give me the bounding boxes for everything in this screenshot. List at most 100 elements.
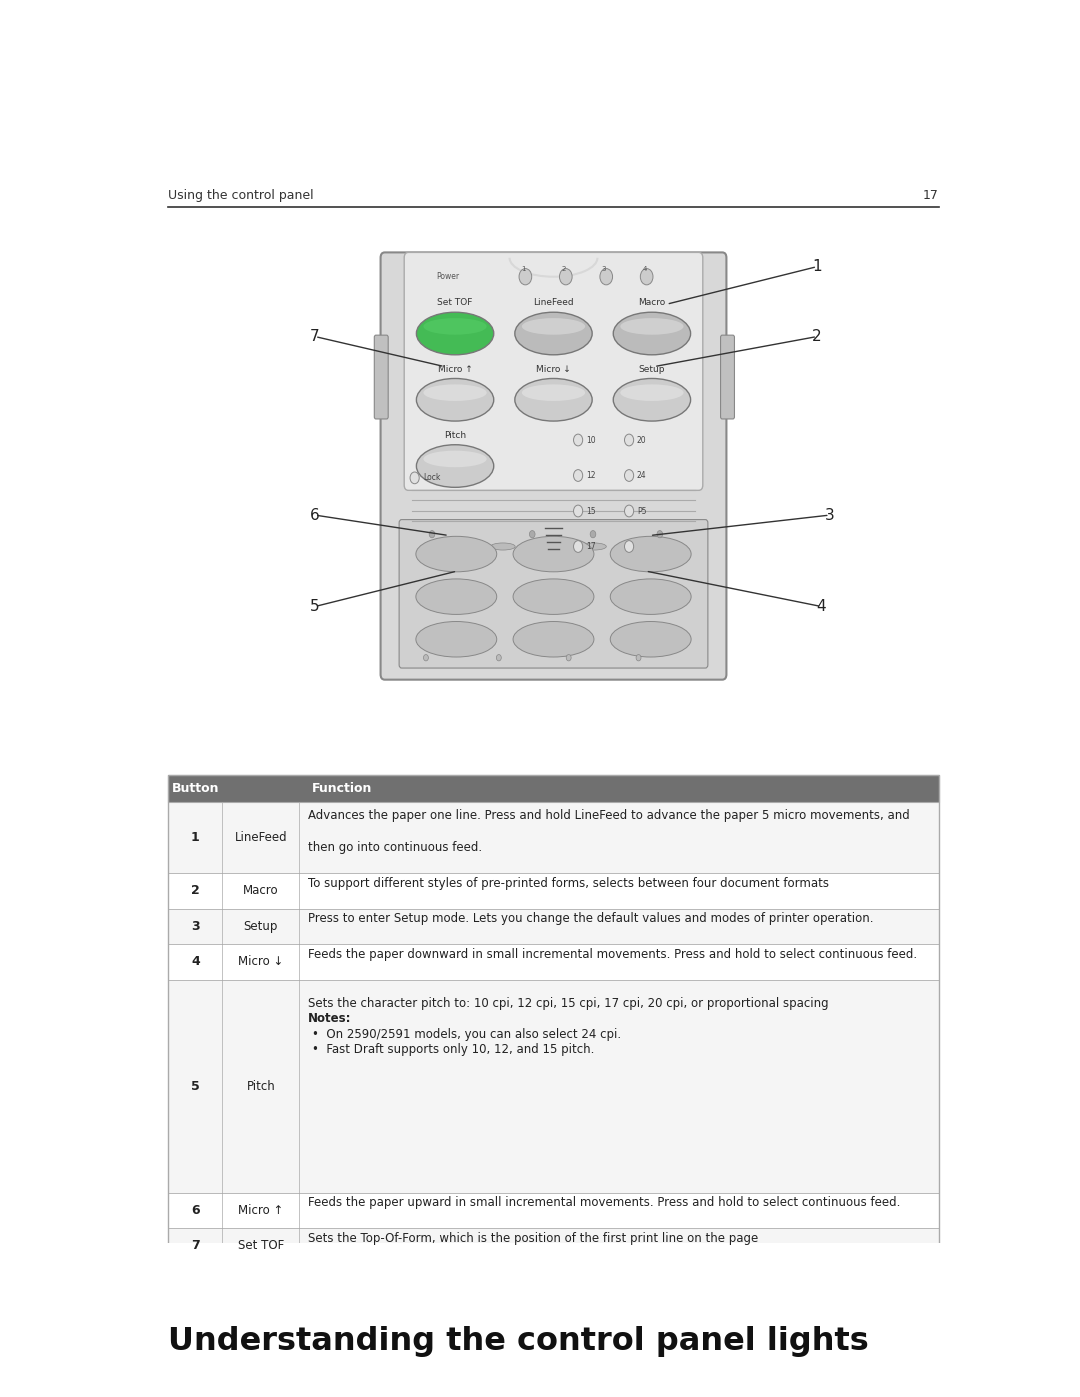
Ellipse shape (416, 536, 497, 571)
Text: 5: 5 (191, 1080, 200, 1092)
Text: 6: 6 (310, 507, 320, 522)
FancyBboxPatch shape (168, 1193, 939, 1228)
Text: Power: Power (436, 272, 460, 281)
Circle shape (573, 541, 583, 552)
Text: •  On 2590/2591 models, you can also select 24 cpi.: • On 2590/2591 models, you can also sele… (312, 1028, 621, 1041)
Text: Set TOF: Set TOF (437, 298, 473, 307)
Text: LineFeed: LineFeed (534, 298, 573, 307)
Text: Setup: Setup (244, 919, 278, 933)
Text: To support different styles of pre-printed forms, selects between four document : To support different styles of pre-print… (308, 876, 828, 890)
Circle shape (429, 531, 435, 538)
Text: Sets the character pitch to: 10 cpi, 12 cpi, 15 cpi, 17 cpi, 20 cpi, or proporti: Sets the character pitch to: 10 cpi, 12 … (308, 996, 828, 1010)
Circle shape (624, 506, 634, 517)
Ellipse shape (613, 312, 690, 355)
Text: Micro ↓: Micro ↓ (239, 956, 284, 968)
Text: 5: 5 (310, 599, 320, 615)
Ellipse shape (423, 384, 487, 401)
Circle shape (624, 469, 634, 482)
Text: Pitch: Pitch (444, 430, 467, 440)
Text: then go into continuous feed.: then go into continuous feed. (308, 841, 482, 854)
FancyBboxPatch shape (168, 873, 939, 908)
Circle shape (519, 268, 531, 285)
Circle shape (559, 268, 572, 285)
Text: 17: 17 (585, 542, 595, 550)
Circle shape (624, 541, 634, 552)
Ellipse shape (423, 451, 487, 467)
Text: 24: 24 (637, 471, 647, 481)
FancyBboxPatch shape (168, 775, 939, 802)
Ellipse shape (522, 384, 585, 401)
Text: 1: 1 (812, 258, 822, 274)
Text: 4: 4 (816, 599, 826, 615)
Circle shape (573, 506, 583, 517)
Text: 15: 15 (585, 507, 595, 515)
Circle shape (624, 434, 634, 446)
Ellipse shape (423, 319, 487, 335)
Text: 12: 12 (585, 471, 595, 481)
Text: 3: 3 (602, 267, 606, 272)
Circle shape (410, 472, 419, 483)
Text: P5: P5 (637, 507, 646, 515)
Text: 6: 6 (191, 1204, 200, 1217)
Ellipse shape (541, 543, 566, 550)
Text: 3: 3 (825, 507, 835, 522)
Text: LineFeed: LineFeed (234, 831, 287, 844)
FancyBboxPatch shape (380, 253, 727, 680)
Text: Micro ↑: Micro ↑ (437, 365, 472, 373)
FancyBboxPatch shape (168, 802, 939, 873)
Text: Micro ↑: Micro ↑ (239, 1204, 284, 1217)
Text: Lock: Lock (423, 474, 441, 482)
Text: 2: 2 (191, 884, 200, 897)
FancyBboxPatch shape (720, 335, 734, 419)
Text: Sets the Top-Of-Form, which is the position of the first print line on the page: Sets the Top-Of-Form, which is the posit… (308, 1232, 758, 1245)
Text: Micro ↓: Micro ↓ (536, 365, 571, 373)
Circle shape (566, 655, 571, 661)
Text: Understanding the control panel lights: Understanding the control panel lights (168, 1326, 869, 1356)
Text: Using the control panel: Using the control panel (168, 189, 314, 203)
Circle shape (599, 268, 612, 285)
Ellipse shape (515, 312, 592, 355)
Ellipse shape (513, 622, 594, 657)
Circle shape (590, 531, 596, 538)
FancyBboxPatch shape (375, 335, 388, 419)
Circle shape (636, 655, 642, 661)
Text: 7: 7 (191, 1239, 200, 1252)
Text: 7: 7 (310, 330, 320, 344)
FancyBboxPatch shape (404, 253, 703, 490)
Text: Macro: Macro (638, 298, 665, 307)
Text: Press to enter Setup mode. Lets you change the default values and modes of print: Press to enter Setup mode. Lets you chan… (308, 912, 874, 925)
Ellipse shape (610, 536, 691, 571)
Ellipse shape (582, 543, 606, 550)
Ellipse shape (515, 379, 592, 420)
Ellipse shape (610, 622, 691, 657)
Ellipse shape (490, 543, 515, 550)
Text: 4: 4 (191, 956, 200, 968)
Ellipse shape (417, 379, 494, 420)
FancyBboxPatch shape (168, 1228, 939, 1263)
Circle shape (640, 268, 653, 285)
FancyBboxPatch shape (168, 944, 939, 979)
Ellipse shape (513, 578, 594, 615)
Ellipse shape (513, 536, 594, 571)
FancyBboxPatch shape (168, 908, 939, 944)
Text: 1: 1 (521, 267, 526, 272)
Text: Set TOF: Set TOF (238, 1239, 284, 1252)
Text: Setup: Setup (638, 365, 665, 373)
Text: 1: 1 (191, 831, 200, 844)
Ellipse shape (416, 578, 497, 615)
Text: 2: 2 (562, 267, 566, 272)
Text: 10: 10 (585, 436, 595, 444)
Ellipse shape (416, 622, 497, 657)
Text: 3: 3 (191, 919, 200, 933)
Circle shape (573, 434, 583, 446)
Ellipse shape (417, 312, 494, 355)
Circle shape (497, 655, 501, 661)
Circle shape (657, 531, 663, 538)
Ellipse shape (522, 319, 585, 335)
Circle shape (529, 531, 535, 538)
Ellipse shape (620, 384, 684, 401)
FancyBboxPatch shape (168, 979, 939, 1193)
Text: Advances the paper one line. Press and hold LineFeed to advance the paper 5 micr: Advances the paper one line. Press and h… (308, 809, 909, 821)
Text: Feeds the paper upward in small incremental movements. Press and hold to select : Feeds the paper upward in small incremen… (308, 1196, 900, 1208)
Circle shape (423, 655, 429, 661)
